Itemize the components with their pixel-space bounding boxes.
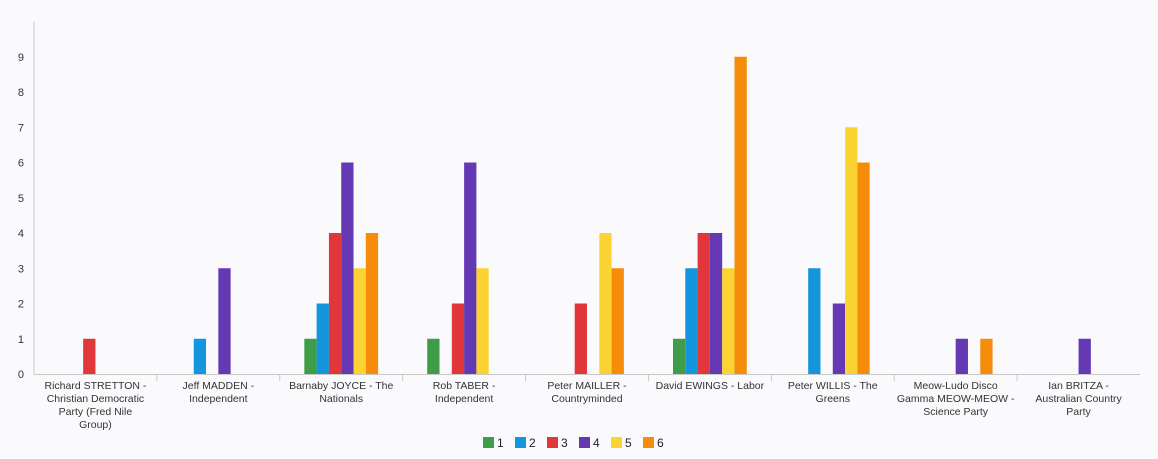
x-category-label-line: Gamma MEOW-MEOW - — [897, 393, 1015, 405]
bar-series-2 — [685, 268, 698, 374]
bar-series-4 — [218, 268, 231, 374]
y-tick-label: 0 — [18, 369, 24, 381]
x-category-label: Peter MAILLER -Countryminded — [547, 380, 627, 405]
bar-series-6 — [734, 56, 747, 374]
x-category-label: Meow-Ludo Disco Gamma MEOW-MEOW -Science … — [897, 380, 1015, 418]
legend-item-4[interactable]: 4 — [579, 436, 600, 450]
x-category-label: Jeff MADDEN -Independent — [183, 380, 255, 405]
x-category-label: Rob TABER -Independent — [433, 380, 496, 405]
legend-item-6[interactable]: 6 — [643, 436, 664, 450]
x-category-label-line: Meow-Ludo Disco — [914, 380, 998, 392]
bar-series-5 — [845, 127, 858, 374]
x-category-label-line: Science Party — [923, 406, 989, 418]
bar-series-6 — [365, 233, 379, 374]
y-tick-label: 5 — [18, 193, 24, 205]
bar-series-3 — [451, 303, 465, 374]
legend-swatch — [483, 437, 494, 448]
x-category-label-line: Nationals — [319, 393, 363, 405]
bar-series-3 — [328, 233, 342, 374]
x-category-label-line: Independent — [435, 393, 493, 405]
bar-series-1 — [672, 338, 686, 374]
x-category-label-line: Richard STRETTON - — [44, 380, 146, 392]
x-category-label-line: Group) — [79, 419, 112, 431]
legend-label: 3 — [561, 436, 568, 450]
legend-label: 2 — [529, 436, 536, 450]
y-tick-label: 3 — [18, 263, 24, 275]
bar-series-2 — [808, 268, 821, 374]
y-tick-label: 8 — [18, 87, 24, 99]
y-tick-label: 9 — [18, 52, 24, 64]
bar-series-5 — [476, 268, 489, 374]
legend-swatch — [547, 437, 558, 448]
bar-series-6 — [980, 338, 993, 374]
legend-label: 4 — [593, 436, 600, 450]
legend-item-3[interactable]: 3 — [547, 436, 568, 450]
legend-label: 6 — [657, 436, 664, 450]
legend-item-5[interactable]: 5 — [611, 436, 632, 450]
bar-series-6 — [611, 268, 624, 374]
x-category-label-line: Ian BRITZA - — [1048, 380, 1109, 392]
bar-series-1 — [427, 338, 440, 374]
bar-series-2 — [193, 338, 207, 374]
legend-swatch — [611, 437, 622, 448]
x-category-label-line: Party (Fred Nile — [59, 406, 133, 418]
y-tick-label: 6 — [18, 158, 24, 170]
legend-swatch — [579, 437, 590, 448]
x-category-label-line: Christian Democratic — [47, 393, 144, 405]
bar-series-6 — [857, 162, 870, 374]
x-category-label-line: Peter MAILLER - — [547, 380, 627, 392]
bar-series-4 — [341, 162, 354, 374]
x-category-label: Peter WILLIS - The Greens — [788, 380, 878, 405]
x-category-label-line: David EWINGS - Labor — [656, 380, 765, 392]
bar-series-2 — [316, 303, 329, 374]
y-tick-label: 4 — [18, 228, 24, 240]
bar-series-4 — [1078, 338, 1091, 374]
bar-series-4 — [464, 162, 477, 374]
bar-series-5 — [353, 268, 366, 374]
legend-item-2[interactable]: 2 — [515, 436, 536, 450]
x-category-label-line: Jeff MADDEN - — [183, 380, 255, 392]
legend-label: 5 — [625, 436, 632, 450]
bar-series-3 — [574, 303, 587, 374]
x-category-label: Richard STRETTON -Christian Democratic Pa… — [44, 380, 146, 431]
x-category-label-line: Peter WILLIS - The — [788, 380, 878, 392]
x-category-label-line: Party — [1066, 406, 1091, 418]
y-tick-label: 7 — [18, 122, 24, 134]
bar-series-4 — [955, 338, 968, 374]
legend-label: 1 — [497, 436, 504, 450]
bar-series-3 — [83, 338, 96, 374]
x-category-label: Barnaby JOYCE - The Nationals — [289, 380, 393, 405]
x-category-label-line: Countryminded — [551, 393, 622, 405]
x-category-label-line: Independent — [189, 393, 247, 405]
y-tick-label: 2 — [18, 299, 24, 311]
x-category-label-line: Rob TABER - — [433, 380, 496, 392]
bar-series-3 — [697, 233, 710, 374]
bar-series-5 — [599, 233, 612, 374]
legend-item-1[interactable]: 1 — [483, 436, 504, 450]
x-category-label: David EWINGS - Labor — [656, 380, 765, 392]
x-category-label-line: Barnaby JOYCE - The — [289, 380, 393, 392]
bar-series-4 — [832, 303, 846, 374]
bar-series-4 — [709, 233, 723, 374]
bar-series-1 — [304, 338, 317, 374]
legend-swatch — [515, 437, 526, 448]
bar-series-5 — [722, 268, 735, 374]
legend-swatch — [643, 437, 654, 448]
y-tick-label: 1 — [18, 334, 24, 346]
x-category-label-line: Greens — [816, 393, 850, 405]
x-category-label: Ian BRITZA -Australian Country Party — [1035, 380, 1122, 418]
x-category-label-line: Australian Country — [1035, 393, 1122, 405]
